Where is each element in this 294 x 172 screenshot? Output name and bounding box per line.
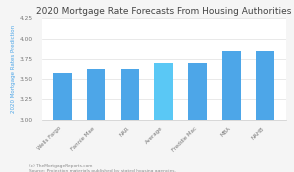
Bar <box>87 69 106 172</box>
Bar <box>222 51 241 172</box>
Bar <box>53 73 72 172</box>
Bar <box>154 63 173 172</box>
Text: Source: Projection materials published by stated housing agencies.: Source: Projection materials published b… <box>29 169 176 172</box>
Bar <box>256 51 274 172</box>
Title: 2020 Mortgage Rate Forecasts From Housing Authorities: 2020 Mortgage Rate Forecasts From Housin… <box>36 7 291 16</box>
Bar <box>188 63 207 172</box>
Text: (c) TheMortgageReports.com: (c) TheMortgageReports.com <box>29 164 93 168</box>
Bar <box>121 69 139 172</box>
Y-axis label: 2020 Mortgage Rates Prediction: 2020 Mortgage Rates Prediction <box>11 25 16 113</box>
